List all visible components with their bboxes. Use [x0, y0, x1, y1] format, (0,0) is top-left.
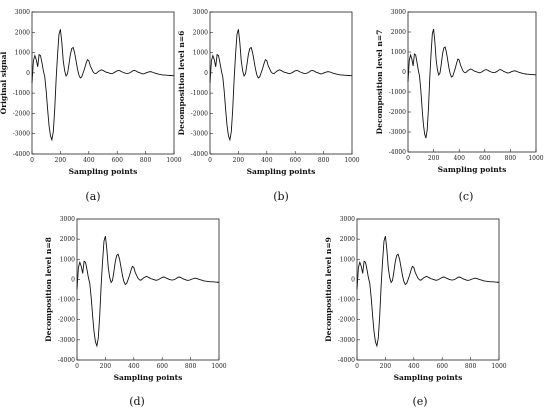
y-tick-label: -4000 — [389, 149, 406, 156]
y-tick-label: 0 — [71, 276, 75, 283]
y-tick-label: -2000 — [389, 109, 406, 116]
y-tick-label: -3000 — [58, 337, 75, 344]
y-tick-label: -1000 — [58, 297, 75, 304]
x-tick-label: 0 — [75, 363, 79, 370]
panel-caption: (b) — [273, 190, 289, 203]
y-tick-label: -2000 — [338, 317, 355, 324]
y-tick-label: 3000 — [340, 216, 355, 223]
y-tick-label: 1000 — [340, 256, 355, 263]
x-tick-label: 400 — [83, 157, 95, 164]
y-tick-label: 2000 — [340, 236, 355, 243]
y-tick-label: -3000 — [338, 337, 355, 344]
x-tick-label: 200 — [380, 363, 392, 370]
x-tick-label: 1000 — [491, 363, 506, 370]
signal-line — [356, 235, 499, 348]
x-tick-label: 0 — [208, 157, 212, 164]
signal-line — [407, 28, 536, 139]
x-tick-label: 800 — [505, 155, 517, 162]
y-tick-label: -1000 — [389, 89, 406, 96]
panel-caption: (d) — [129, 395, 145, 408]
y-axis-label: Decomposition level n=6 — [177, 31, 186, 136]
x-tick-label: 800 — [185, 363, 197, 370]
y-tick-label: 2000 — [193, 29, 208, 36]
y-tick-label: 0 — [351, 276, 355, 283]
y-tick-label: 0 — [204, 70, 208, 77]
x-axis-label: Sampling points — [247, 167, 316, 176]
x-tick-label: 800 — [140, 157, 152, 164]
y-tick-label: 1000 — [60, 256, 75, 263]
y-tick-label: 3000 — [193, 9, 208, 16]
x-tick-label: 1000 — [344, 157, 359, 164]
signal-line — [209, 29, 352, 142]
x-tick-label: 600 — [111, 157, 123, 164]
y-tick-label: 2000 — [15, 29, 30, 36]
x-tick-label: 600 — [156, 363, 168, 370]
y-tick-label: 3000 — [391, 9, 406, 16]
x-axis-label: Sampling points — [438, 165, 507, 174]
x-tick-label: 0 — [30, 157, 34, 164]
y-tick-label: 3000 — [60, 216, 75, 223]
y-tick-label: -3000 — [13, 131, 30, 138]
y-tick-label: -4000 — [58, 357, 75, 364]
y-tick-label: 1000 — [391, 49, 406, 56]
y-tick-label: 0 — [26, 70, 30, 77]
x-tick-label: 400 — [408, 363, 420, 370]
y-tick-label: -3000 — [389, 129, 406, 136]
x-tick-label: 600 — [289, 157, 301, 164]
y-tick-label: -2000 — [13, 110, 30, 117]
y-tick-label: -4000 — [338, 357, 355, 364]
y-tick-label: -2000 — [191, 110, 208, 117]
y-tick-label: 1000 — [15, 50, 30, 57]
panel-caption: (a) — [85, 190, 100, 203]
x-axis-label: Sampling points — [394, 373, 463, 382]
y-tick-label: 1000 — [193, 50, 208, 57]
y-tick-label: 2000 — [391, 29, 406, 36]
x-tick-label: 1000 — [166, 157, 181, 164]
y-tick-label: 2000 — [60, 236, 75, 243]
signal-line — [76, 235, 219, 348]
x-tick-label: 600 — [436, 363, 448, 370]
y-tick-label: -2000 — [58, 317, 75, 324]
y-tick-label: 3000 — [15, 9, 30, 16]
y-tick-label: 0 — [402, 69, 406, 76]
x-axis-label: Sampling points — [69, 167, 138, 176]
y-axis-label: Decomposition level n=8 — [44, 237, 53, 342]
y-tick-label: -1000 — [338, 297, 355, 304]
panel-caption: (c) — [459, 190, 474, 203]
panel-caption: (e) — [412, 395, 427, 408]
x-tick-label: 1000 — [211, 363, 226, 370]
y-tick-label: -4000 — [13, 151, 30, 158]
y-tick-label: -3000 — [191, 131, 208, 138]
x-tick-label: 600 — [479, 155, 491, 162]
y-tick-label: -4000 — [191, 151, 208, 158]
y-tick-label: -1000 — [13, 90, 30, 97]
x-tick-label: 400 — [261, 157, 273, 164]
x-tick-label: 400 — [128, 363, 140, 370]
signal-line — [31, 29, 174, 142]
x-tick-label: 0 — [406, 155, 410, 162]
y-axis-label: Decomposition level n=7 — [375, 30, 384, 135]
x-tick-label: 200 — [428, 155, 440, 162]
x-axis-label: Sampling points — [114, 373, 183, 382]
y-tick-label: -1000 — [191, 90, 208, 97]
x-tick-label: 0 — [355, 363, 359, 370]
plot-frame — [31, 11, 175, 155]
x-tick-label: 1000 — [528, 155, 543, 162]
y-axis-label: Original signal — [0, 52, 8, 115]
x-tick-label: 200 — [55, 157, 67, 164]
x-tick-label: 200 — [233, 157, 245, 164]
x-tick-label: 800 — [318, 157, 330, 164]
x-tick-label: 800 — [465, 363, 477, 370]
x-tick-label: 400 — [453, 155, 465, 162]
y-axis-label: Decomposition level n=9 — [324, 237, 333, 342]
x-tick-label: 200 — [100, 363, 112, 370]
